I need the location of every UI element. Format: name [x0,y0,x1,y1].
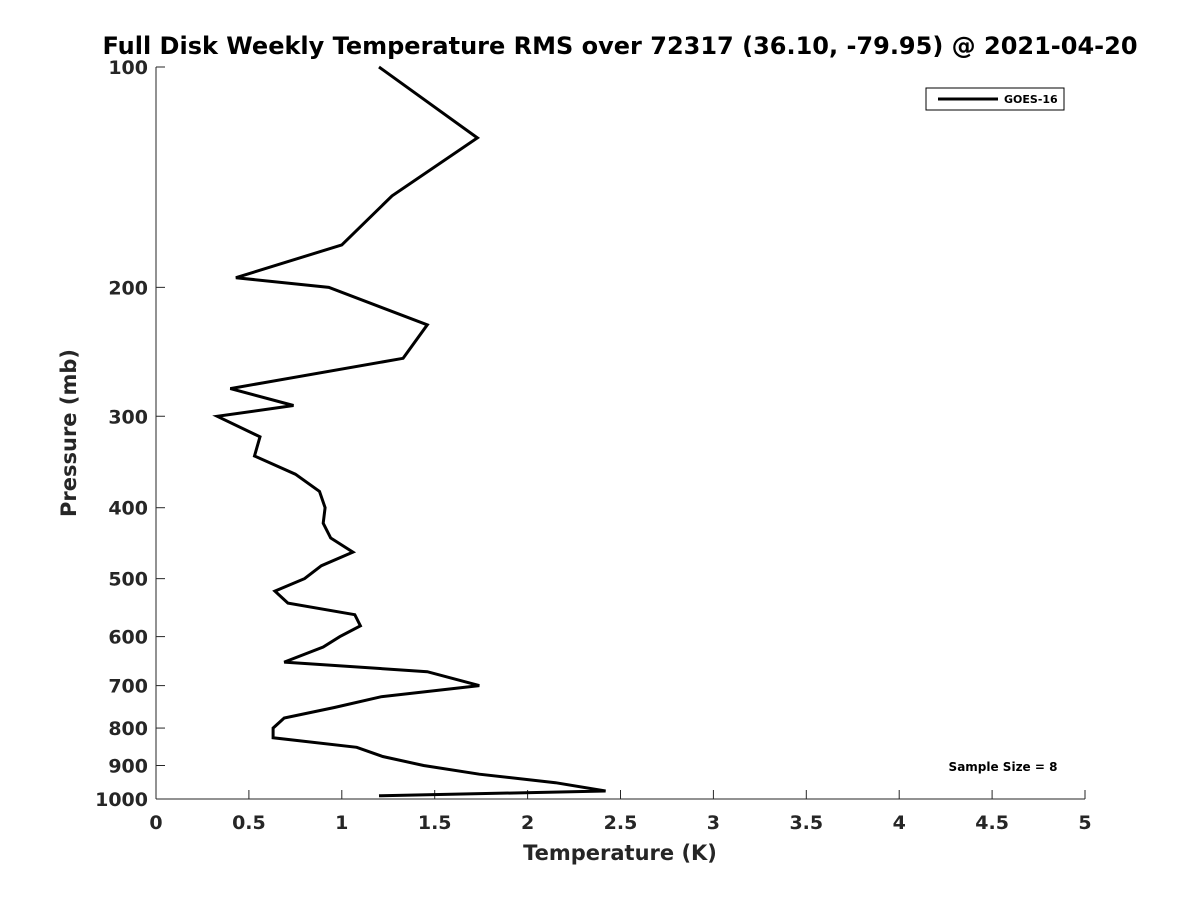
x-tick-label: 3 [707,812,720,834]
x-tick-label: 4.5 [975,812,1009,834]
plot-area [156,67,1085,799]
legend-label: GOES-16 [1004,93,1058,106]
y-tick-label: 300 [108,406,148,428]
legend: GOES-16 [925,87,1065,111]
y-tick-label: 500 [108,569,148,591]
series-layer [212,65,606,798]
x-tick-label: 3.5 [789,812,823,834]
x-axis: 0 0.5 1 1.5 2 2.5 3 3.5 4 4.5 5 [149,790,1092,834]
y-tick-label: 400 [108,498,148,520]
y-tick-label: 700 [108,676,148,698]
y-tick-label: 100 [108,57,148,79]
y-axis: 100 200 300 400 500 600 700 800 900 1000 [95,57,165,811]
x-axis-label: Temperature (K) [523,841,717,865]
y-tick-label: 900 [108,756,148,778]
y-tick-label: 800 [108,718,148,740]
y-tick-label: 600 [108,627,148,649]
x-tick-label: 2.5 [604,812,638,834]
x-tick-label: 0 [149,812,162,834]
sample-size-annotation: Sample Size = 8 [949,760,1058,774]
series-line-goes-16 [212,65,606,798]
x-tick-label: 4 [893,812,906,834]
y-tick-label: 200 [108,277,148,299]
x-tick-label: 5 [1078,812,1091,834]
x-tick-label: 1.5 [418,812,452,834]
x-tick-label: 1 [335,812,348,834]
y-axis-label: Pressure (mb) [57,349,81,517]
chart-title: Full Disk Weekly Temperature RMS over 72… [102,32,1137,60]
y-tick-label: 1000 [95,789,148,811]
x-tick-label: 0.5 [232,812,266,834]
x-tick-label: 2 [521,812,534,834]
